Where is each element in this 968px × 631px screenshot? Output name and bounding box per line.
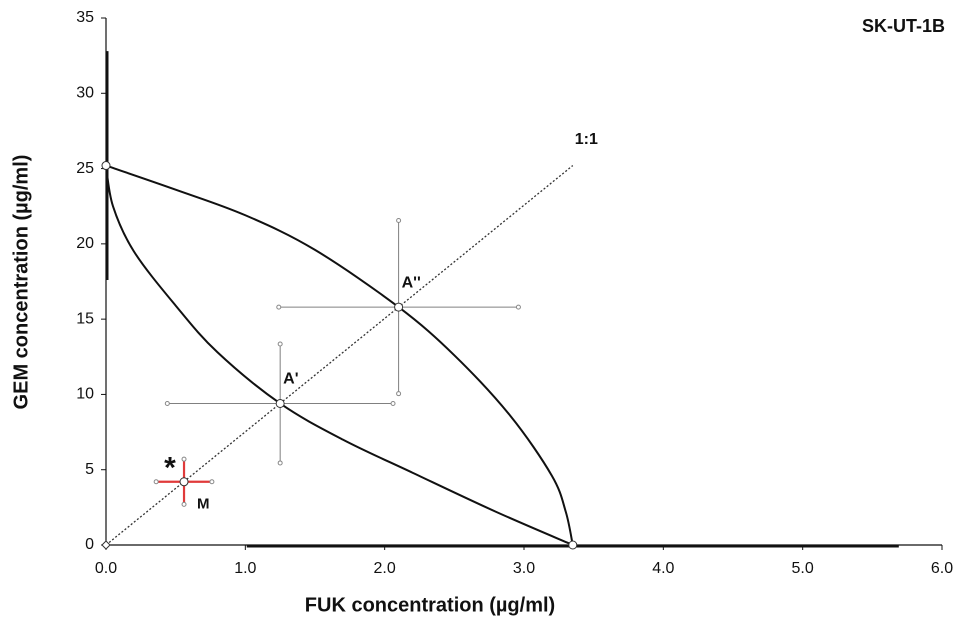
data-point <box>394 302 404 312</box>
x-tick-label: 6.0 <box>931 560 953 577</box>
chart-title: SK-UT-1B <box>862 16 945 36</box>
point-label: A' <box>283 371 298 388</box>
error-cap <box>396 391 402 397</box>
point-label: A'' <box>402 274 421 291</box>
point-label: M <box>197 496 210 513</box>
intercept-point <box>101 161 111 171</box>
y-tick-label: 25 <box>76 160 94 177</box>
error-cap <box>164 400 170 406</box>
x-tick-label: 5.0 <box>792 560 814 577</box>
additivity-curve <box>105 165 574 546</box>
error-cap <box>277 460 283 466</box>
error-cap <box>390 400 396 406</box>
additivity-curve <box>105 164 574 546</box>
x-tick-label: 1.0 <box>234 560 256 577</box>
x-tick-label: 4.0 <box>652 560 674 577</box>
y-tick-label: 10 <box>76 386 94 403</box>
y-tick-label: 0 <box>85 536 94 553</box>
error-cap <box>181 501 187 507</box>
x-tick-label: 3.0 <box>513 560 535 577</box>
intercept-point <box>568 540 578 550</box>
reference-line <box>105 165 574 546</box>
x-tick-label: 0.0 <box>95 560 117 577</box>
error-cap <box>181 456 187 462</box>
error-cap <box>396 218 402 224</box>
y-tick-label: 35 <box>76 9 94 26</box>
origin-marker <box>101 540 111 550</box>
y-tick-label: 30 <box>76 85 94 102</box>
reference-line-label: 1:1 <box>575 131 598 148</box>
data-point <box>179 477 189 487</box>
point-annotation: * <box>164 452 176 485</box>
y-tick-label: 20 <box>76 235 94 252</box>
error-cap <box>276 304 282 310</box>
x-axis-title: FUK concentration (µg/ml) <box>305 594 555 616</box>
error-cap <box>515 304 521 310</box>
error-cap <box>277 341 283 347</box>
error-cap <box>209 479 215 485</box>
x-tick-label: 2.0 <box>374 560 396 577</box>
y-axis-title: GEM concentration (µg/ml) <box>10 155 32 410</box>
error-cap <box>153 479 159 485</box>
data-point <box>275 398 285 408</box>
y-tick-label: 15 <box>76 310 94 327</box>
y-tick-label: 5 <box>85 461 94 478</box>
